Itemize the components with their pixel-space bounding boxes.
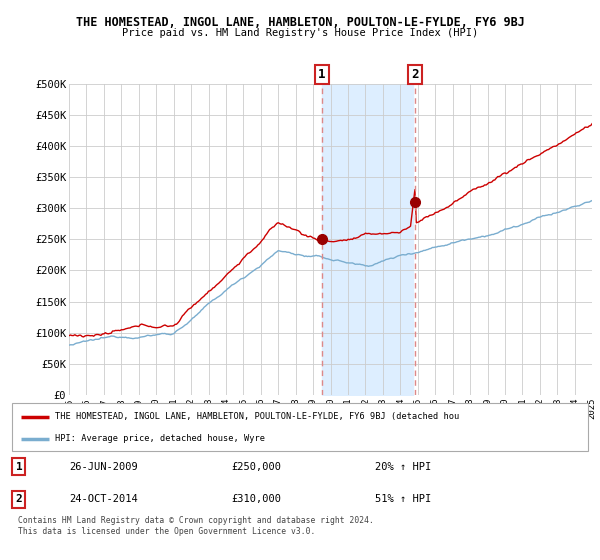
Text: 1: 1 — [16, 461, 22, 472]
Text: 24-OCT-2014: 24-OCT-2014 — [70, 494, 139, 505]
Text: 26-JUN-2009: 26-JUN-2009 — [70, 461, 139, 472]
Text: 2: 2 — [16, 494, 22, 505]
Text: 20% ↑ HPI: 20% ↑ HPI — [375, 461, 431, 472]
Text: 51% ↑ HPI: 51% ↑ HPI — [375, 494, 431, 505]
Text: £250,000: £250,000 — [231, 461, 281, 472]
Text: 2: 2 — [411, 68, 419, 81]
Text: £310,000: £310,000 — [231, 494, 281, 505]
Text: THE HOMESTEAD, INGOL LANE, HAMBLETON, POULTON-LE-FYLDE, FY6 9BJ: THE HOMESTEAD, INGOL LANE, HAMBLETON, PO… — [76, 16, 524, 29]
Text: HPI: Average price, detached house, Wyre: HPI: Average price, detached house, Wyre — [55, 435, 265, 444]
Text: THE HOMESTEAD, INGOL LANE, HAMBLETON, POULTON-LE-FYLDE, FY6 9BJ (detached hou: THE HOMESTEAD, INGOL LANE, HAMBLETON, PO… — [55, 412, 460, 421]
Text: Contains HM Land Registry data © Crown copyright and database right 2024.
This d: Contains HM Land Registry data © Crown c… — [18, 516, 374, 536]
Text: Price paid vs. HM Land Registry's House Price Index (HPI): Price paid vs. HM Land Registry's House … — [122, 28, 478, 38]
Text: 1: 1 — [318, 68, 326, 81]
FancyBboxPatch shape — [12, 403, 588, 451]
